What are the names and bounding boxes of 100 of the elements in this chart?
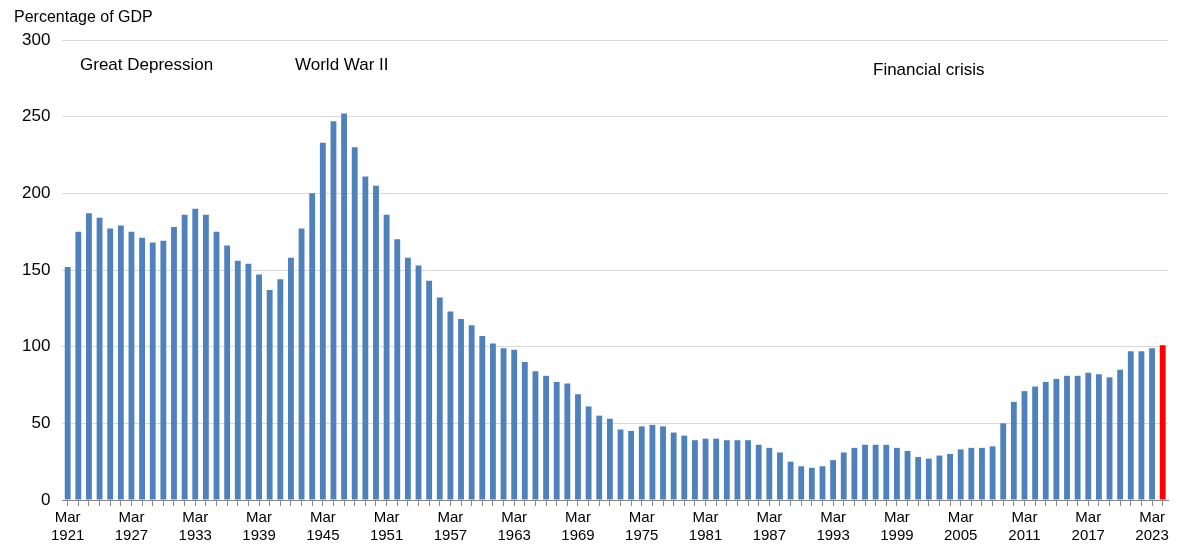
bar: [777, 452, 783, 500]
bar: [968, 447, 975, 500]
bar: [862, 444, 868, 500]
x-tick-label: Mar 1969: [561, 508, 595, 544]
bar: [1127, 351, 1134, 500]
bar: [1064, 375, 1070, 500]
bar: [511, 349, 518, 500]
bar: [840, 452, 847, 500]
bar: [670, 432, 677, 500]
x-tick-label: Mar 2017: [1071, 508, 1105, 544]
bar: [202, 214, 209, 500]
y-tick-label: 50: [31, 413, 51, 433]
bar: [1149, 348, 1155, 500]
bar: [1053, 378, 1060, 500]
bar: [288, 257, 294, 500]
bar: [638, 426, 645, 500]
bar: [723, 440, 730, 500]
bar: [1117, 369, 1124, 500]
bar: [691, 440, 698, 500]
bar: [234, 260, 241, 500]
bar: [373, 185, 379, 500]
bar: [596, 415, 603, 500]
y-tick-label: 100: [21, 336, 51, 356]
bar: [808, 467, 815, 500]
bar: [224, 245, 231, 500]
bar: [947, 454, 953, 500]
annotation: Financial crisis: [873, 60, 985, 80]
bar: [606, 418, 613, 500]
bar: [1010, 401, 1017, 500]
bar: [979, 447, 985, 500]
bar: [564, 383, 571, 500]
bar: [319, 142, 326, 500]
bar: [787, 461, 794, 500]
bar: [925, 458, 932, 500]
bar: [1095, 374, 1102, 500]
bar: [1042, 381, 1049, 500]
bar: [1138, 351, 1145, 500]
bar: [468, 325, 475, 500]
bar: [75, 231, 82, 500]
bar: [64, 266, 71, 500]
bar: [181, 214, 188, 500]
bar: [1000, 423, 1007, 500]
bar: [309, 193, 316, 500]
annotation: Great Depression: [80, 55, 214, 75]
x-tick-label: Mar 2005: [944, 508, 978, 544]
bar: [436, 297, 443, 500]
bar: [341, 113, 348, 500]
bar: [575, 394, 581, 500]
bar: [649, 424, 656, 500]
bar: [447, 311, 454, 500]
bar: [851, 447, 858, 500]
bar: [404, 257, 411, 500]
bar: [553, 381, 560, 500]
bar: [915, 457, 922, 500]
x-tick-label: Mar 1951: [369, 508, 404, 544]
x-tick-label: Mar 1945: [306, 508, 340, 544]
y-axis-title: Percentage of GDP: [14, 8, 153, 26]
bar: [171, 227, 177, 500]
bar: [521, 362, 528, 500]
bar: [490, 343, 496, 500]
bar: [256, 274, 262, 500]
x-tick-label: Mar 1963: [497, 508, 531, 544]
bar: [745, 440, 751, 500]
x-tick-label: Mar 2011: [1008, 508, 1041, 544]
bar: [362, 176, 369, 500]
y-tick-label: 150: [21, 259, 51, 279]
bar: [883, 444, 890, 500]
x-tick-label: Mar 1999: [880, 508, 914, 544]
bar: [426, 280, 433, 500]
bar: [766, 447, 773, 500]
y-tick-label: 0: [40, 489, 51, 509]
bar: [989, 446, 996, 500]
bar: [755, 444, 762, 500]
annotation: World War II: [295, 55, 389, 75]
bar: [798, 466, 805, 500]
bar: [893, 447, 900, 500]
bar: [86, 213, 92, 500]
bar: [160, 240, 167, 500]
bar: [1032, 386, 1039, 500]
bar: [149, 242, 156, 500]
bar: [872, 444, 879, 500]
bar: [107, 228, 114, 500]
bar: [351, 147, 358, 500]
x-tick-label: Mar 1981: [688, 508, 723, 544]
x-tick-label: Mar 1939: [242, 508, 276, 544]
x-tick-label: Mar 1987: [752, 508, 787, 544]
bar: [1159, 345, 1166, 500]
y-tick-label: 300: [21, 29, 51, 49]
bar: [681, 435, 688, 500]
y-tick-label: 200: [21, 183, 51, 203]
bar: [479, 335, 486, 500]
x-tick-label: Mar 1993: [816, 508, 850, 544]
bar: [1074, 375, 1081, 500]
bar: [660, 426, 666, 500]
bar: [957, 449, 964, 500]
bar: [713, 438, 720, 500]
x-tick-label: Mar 1921: [50, 508, 85, 544]
bar: [394, 239, 401, 500]
bar: [277, 279, 284, 500]
x-tick-label: Mar 1933: [178, 508, 212, 544]
